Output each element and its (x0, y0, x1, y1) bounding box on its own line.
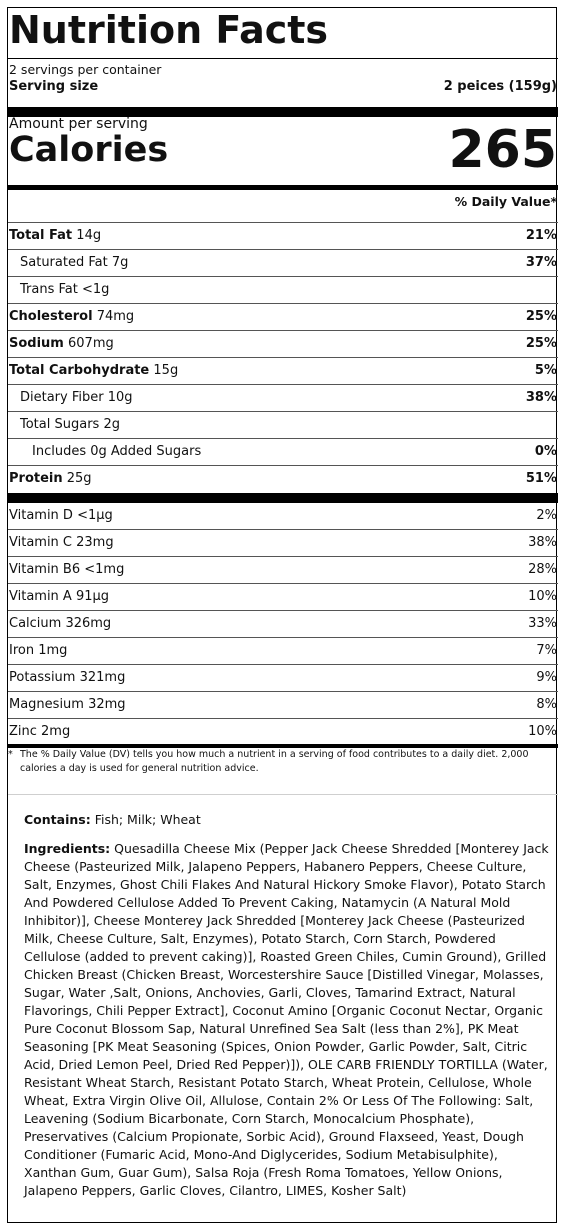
vitamin-dv: 33% (528, 616, 557, 631)
nutrient-dv: 25% (525, 336, 557, 351)
nutrient-amount: 7g (111, 255, 129, 270)
nutrient-row-cholesterol: Cholesterol 74mg 25% (8, 303, 558, 329)
vitamin-dv: 28% (528, 562, 557, 577)
footnote-text: The % Daily Value (DV) tells you how muc… (20, 749, 529, 774)
serving-size-value: 2 peices (159g) (443, 79, 557, 94)
nutrient-amount: 10g (107, 390, 133, 405)
nutrient-row-total-fat: Total Fat 14g 21% (8, 222, 558, 248)
serving-size-label: Serving size (9, 79, 99, 94)
vitamin-text: Zinc 2mg (9, 724, 71, 739)
medium-divider (8, 185, 558, 190)
thick-divider-vitamins (8, 493, 558, 503)
nutrient-dv: 5% (534, 363, 557, 378)
nutrient-dv: 21% (525, 228, 557, 243)
nutrient-dv: 38% (525, 390, 557, 405)
vitamin-text: Vitamin D <1µg (9, 507, 113, 523)
nutrient-name: Total Carbohydrate (9, 363, 150, 378)
nutrient-dv: 51% (525, 471, 557, 486)
nutrient-name: Trans Fat (20, 282, 78, 297)
label-title: Nutrition Facts (9, 8, 329, 52)
vitamin-row: Potassium 321mg 9% (8, 664, 558, 690)
nutrient-row-added-sugars: Includes 0g Added Sugars 0% (8, 438, 558, 464)
section-separator (8, 794, 558, 795)
vitamin-row: Magnesium 32mg 8% (8, 691, 558, 717)
bottom-divider (8, 744, 558, 748)
nutrient-amount: 25g (66, 471, 92, 486)
nutrient-row-saturated-fat: Saturated Fat 7g 37% (8, 249, 558, 275)
nutrient-row-trans-fat: Trans Fat <1g (8, 276, 558, 302)
vitamin-text: Magnesium 32mg (9, 697, 126, 712)
nutrient-row-dietary-fiber: Dietary Fiber 10g 38% (8, 384, 558, 410)
nutrient-amount: 607mg (68, 336, 114, 351)
nutrient-name: Saturated Fat (20, 255, 108, 270)
nutrient-row-protein: Protein 25g 51% (8, 465, 558, 491)
nutrient-name: Protein (9, 471, 63, 486)
vitamin-text: Vitamin A 91µg (9, 589, 110, 604)
contains-line: Contains: Fish; Milk; Wheat (24, 812, 550, 827)
serving-size-row: Serving size 2 peices (159g) (9, 79, 557, 94)
nutrient-name: Dietary Fiber (20, 390, 104, 405)
vitamin-row: Vitamin D <1µg 2% (8, 502, 558, 528)
servings-per-container: 2 servings per container (9, 62, 162, 77)
nutrient-name: Total Sugars (20, 417, 100, 432)
nutrient-amount: 15g (153, 363, 179, 378)
nutrient-name: Total Fat (9, 228, 73, 243)
nutrient-name: Includes 0g Added Sugars (32, 444, 202, 459)
nutrient-amount: 14g (76, 228, 102, 243)
vitamin-dv: 10% (528, 724, 557, 739)
ingredients-paragraph: Ingredients: Quesadilla Cheese Mix (Pepp… (24, 840, 550, 1200)
nutrient-name: Sodium (9, 336, 64, 351)
ingredients-label: Ingredients: (24, 841, 111, 856)
contains-label: Contains: (24, 812, 91, 827)
nutrient-dv: 37% (525, 255, 557, 270)
nutrient-row-total-carbohydrate: Total Carbohydrate 15g 5% (8, 357, 558, 383)
footnote: * The % Daily Value (DV) tells you how m… (8, 748, 558, 776)
vitamin-row: Calcium 326mg 33% (8, 610, 558, 636)
nutrient-row-sodium: Sodium 607mg 25% (8, 330, 558, 356)
footnote-star: * (8, 749, 13, 760)
vitamin-row: Vitamin C 23mg 38% (8, 529, 558, 555)
vitamin-text: Potassium 321mg (9, 670, 126, 685)
vitamin-dv: 2% (536, 507, 557, 523)
vitamin-row: Zinc 2mg 10% (8, 718, 558, 744)
vitamin-dv: 7% (536, 643, 557, 658)
title-divider (8, 58, 558, 59)
vitamin-row: Vitamin A 91µg 10% (8, 583, 558, 609)
nutrition-label (7, 7, 557, 1223)
vitamin-text: Calcium 326mg (9, 616, 112, 631)
calories-row: Calories 265 (9, 122, 557, 178)
vitamin-dv: 8% (536, 697, 557, 712)
vitamin-text: Vitamin B6 <1mg (9, 562, 125, 577)
vitamin-dv: 9% (536, 670, 557, 685)
calories-label: Calories (9, 130, 169, 170)
vitamin-row: Vitamin B6 <1mg 28% (8, 556, 558, 582)
vitamin-row: Iron 1mg 7% (8, 637, 558, 663)
daily-value-header: % Daily Value* (454, 194, 557, 209)
vitamin-text: Vitamin C 23mg (9, 535, 114, 550)
nutrient-amount: <1g (81, 282, 110, 297)
vitamin-dv: 10% (528, 589, 557, 604)
nutrient-amount: 2g (103, 417, 120, 432)
thick-divider-top (8, 107, 558, 117)
calories-value: 265 (448, 120, 557, 180)
nutrient-amount: 74mg (96, 309, 135, 324)
vitamin-dv: 38% (528, 535, 557, 550)
nutrient-dv: 25% (525, 309, 557, 324)
vitamin-text: Iron 1mg (9, 643, 68, 658)
amount-per-serving: Amount per serving (9, 116, 148, 132)
nutrient-dv: 0% (534, 444, 557, 459)
nutrient-name: Cholesterol (9, 309, 93, 324)
contains-value: Fish; Milk; Wheat (94, 812, 201, 827)
nutrient-row-total-sugars: Total Sugars 2g (8, 411, 558, 437)
ingredients-value: Quesadilla Cheese Mix (Pepper Jack Chees… (24, 841, 549, 1198)
